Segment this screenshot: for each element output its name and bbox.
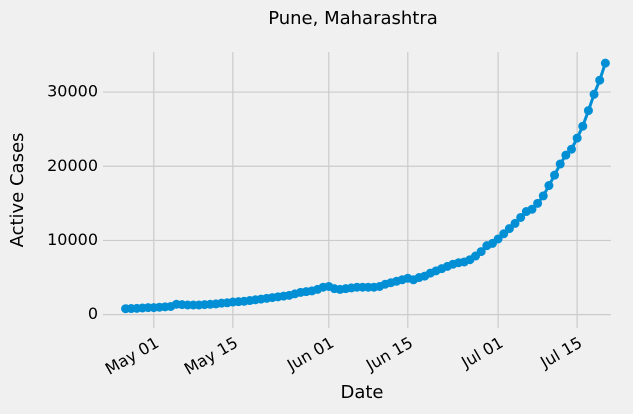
marker (561, 150, 571, 160)
marker (555, 159, 565, 169)
y-axis-label: Active Cases (7, 133, 28, 248)
marker (566, 144, 576, 154)
y-tick-label: 30000 (47, 82, 98, 101)
marker (578, 121, 588, 131)
marker (527, 204, 537, 214)
chart-title: Pune, Maharashtra (268, 8, 438, 29)
y-tick-label: 0 (88, 304, 98, 323)
marker (516, 212, 526, 222)
marker (589, 89, 599, 99)
marker (595, 75, 605, 85)
marker (600, 58, 610, 68)
marker (572, 133, 582, 143)
marker (538, 191, 548, 201)
marker (510, 218, 520, 228)
marker (533, 198, 543, 208)
marker (583, 106, 593, 116)
marker (550, 170, 560, 180)
y-tick-label: 10000 (47, 230, 98, 249)
x-axis-label: Date (340, 382, 383, 403)
marker (476, 247, 486, 257)
marker (544, 181, 554, 191)
y-tick-label: 20000 (47, 156, 98, 175)
